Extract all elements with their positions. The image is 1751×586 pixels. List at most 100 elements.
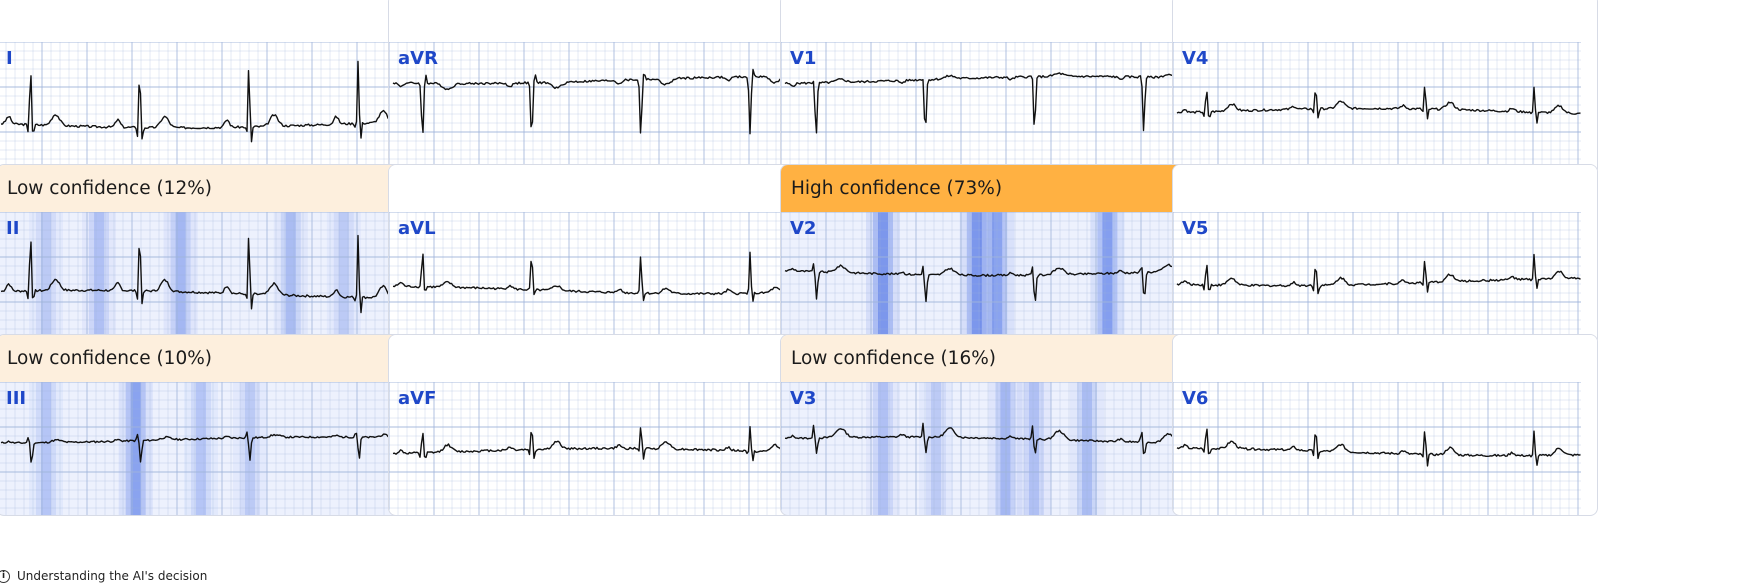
ecg-trace-canvas [781, 42, 1189, 175]
ecg-trace [392, 426, 797, 462]
ecg-trace [0, 431, 405, 463]
lead-label: V1 [790, 48, 817, 69]
saliency-band [41, 212, 51, 345]
saliency-band [1000, 382, 1011, 515]
ecg-trace [392, 251, 797, 302]
saliency-band [326, 212, 361, 345]
ecg-trace-canvas [781, 382, 1189, 515]
lead-panel-avr[interactable]: aVR [388, 0, 814, 176]
saliency-band [41, 382, 51, 515]
saliency-band [191, 382, 211, 515]
lead-label: V2 [790, 218, 817, 239]
saliency-background [0, 382, 405, 515]
saliency-band [170, 212, 191, 345]
saliency-band [919, 382, 953, 515]
confidence-header [1173, 335, 1597, 382]
ecg-plot [0, 382, 421, 515]
ecg-grid [389, 212, 797, 345]
ecg-plot [1173, 42, 1597, 175]
lead-panel-v5[interactable]: V5 [1172, 164, 1598, 346]
saliency-band [1097, 212, 1118, 345]
saliency-band [175, 212, 186, 345]
ecg-grid [1173, 382, 1581, 515]
saliency-band [245, 382, 255, 515]
ecg-trace [0, 234, 405, 314]
ecg-plot [781, 382, 1205, 515]
ecg-plot [1173, 382, 1597, 515]
explanation-footer[interactable]: i Understanding the AI's decision [0, 566, 207, 586]
ecg-trace-canvas [1173, 42, 1581, 175]
confidence-header: High confidence (73%) [781, 165, 1205, 212]
confidence-header: Low confidence (10%) [0, 335, 421, 382]
lead-label: I [6, 48, 13, 69]
saliency-band [878, 212, 888, 345]
lead-panel-v2[interactable]: High confidence (73%) V2 [780, 164, 1206, 346]
saliency-band [988, 382, 1023, 515]
saliency-band [866, 212, 900, 345]
ecg-trace-canvas [0, 382, 405, 515]
lead-panel-ii[interactable]: Low confidence (12%) II [0, 164, 422, 346]
lead-panel-v6[interactable]: V6 [1172, 334, 1598, 516]
saliency-band [866, 382, 900, 515]
saliency-band [130, 382, 141, 515]
saliency-band [94, 212, 104, 345]
ecg-plot [0, 212, 421, 345]
ecg-grid [0, 42, 405, 175]
confidence-header [781, 0, 1205, 42]
saliency-background [781, 382, 1189, 515]
saliency-band [184, 382, 218, 515]
ecg-trace [784, 263, 1189, 303]
lead-panel-i[interactable]: I [0, 0, 422, 176]
saliency-band [338, 212, 349, 345]
ecg-trace-canvas [1173, 382, 1581, 515]
lead-label: II [6, 218, 20, 239]
saliency-band [966, 212, 987, 345]
saliency-band [995, 382, 1016, 515]
ecg-trace-canvas [781, 212, 1189, 345]
lead-label: aVR [398, 48, 438, 69]
saliency-band [285, 212, 296, 345]
lead-panel-v3[interactable]: Low confidence (16%) V3 [780, 334, 1206, 516]
ecg-grid [389, 42, 797, 175]
confidence-header [0, 0, 421, 42]
saliency-band [196, 382, 206, 515]
ecg-grid [0, 382, 405, 515]
lead-panel-v4[interactable]: V4 [1172, 0, 1598, 176]
ecg-trace [392, 68, 797, 135]
info-icon: i [0, 569, 10, 583]
ecg-grid [781, 42, 1189, 175]
ecg-grid [1173, 212, 1581, 345]
saliency-band [1102, 212, 1113, 345]
ecg-plot [389, 42, 813, 175]
ecg-plot [781, 212, 1205, 345]
ecg-trace-canvas [0, 42, 405, 175]
ecg-trace-canvas [389, 212, 797, 345]
lead-panel-iii[interactable]: Low confidence (10%) III [0, 334, 422, 516]
saliency-band [878, 382, 888, 515]
saliency-band [118, 382, 153, 515]
ecg-trace [1176, 86, 1581, 124]
saliency-band [931, 382, 941, 515]
ecg-trace [1176, 253, 1581, 295]
saliency-background [0, 212, 405, 345]
lead-panel-v1[interactable]: V1 [780, 0, 1206, 176]
explanation-link-text[interactable]: Understanding the AI's decision [17, 569, 208, 583]
ecg-trace [784, 72, 1189, 134]
lead-label: III [6, 388, 27, 409]
ecg-plot [781, 42, 1205, 175]
saliency-band [280, 212, 301, 345]
lead-panel-avl[interactable]: aVL [388, 164, 814, 346]
saliency-band [125, 382, 146, 515]
ecg-grid [1173, 42, 1581, 175]
saliency-band [240, 382, 260, 515]
confidence-header [1173, 165, 1597, 212]
confidence-header: Low confidence (16%) [781, 335, 1205, 382]
ecg-trace-canvas [0, 212, 405, 345]
saliency-band [29, 212, 63, 345]
saliency-band [873, 212, 893, 345]
saliency-band [273, 212, 308, 345]
ecg-plot [389, 382, 813, 515]
saliency-band [89, 212, 109, 345]
lead-panel-avf[interactable]: aVF [388, 334, 814, 516]
confidence-header [1173, 0, 1597, 42]
